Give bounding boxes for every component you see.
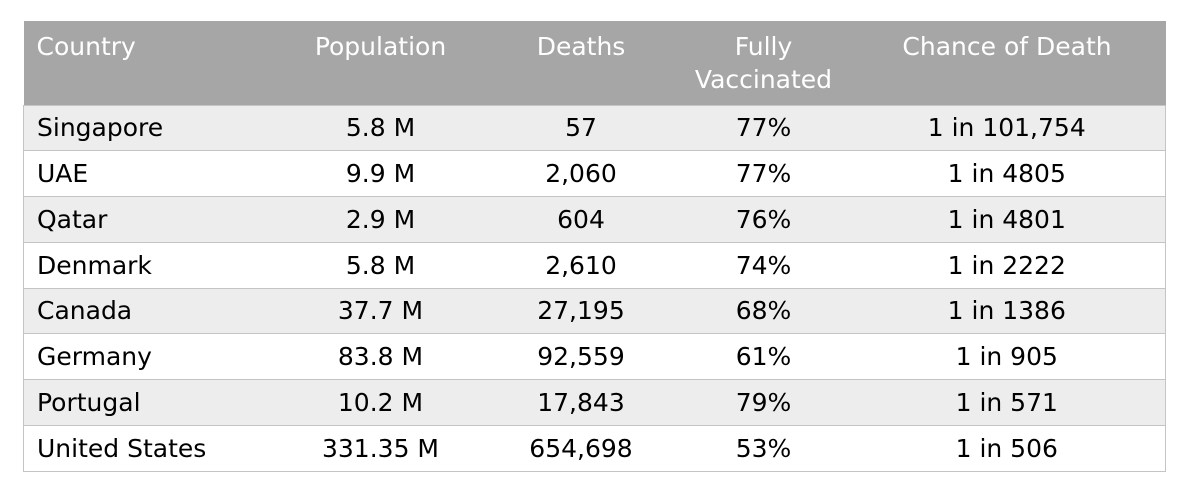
cell-country: Denmark	[23, 241, 278, 289]
table-row: Portugal 10.2 M 17,843 79% 1 in 571	[23, 379, 1166, 426]
table-row: Canada 37.7 M 27,195 68% 1 in 1386	[23, 287, 1166, 335]
table-header: Country Population Deaths Fully Vaccinat…	[23, 21, 1166, 105]
cell-fully-vaccinated: 76%	[678, 196, 849, 243]
cell-chance-of-death: 1 in 101,754	[848, 104, 1166, 152]
cell-deaths: 17,843	[483, 379, 679, 426]
cell-chance-of-death: 1 in 1386	[848, 287, 1166, 335]
table-row: Denmark 5.8 M 2,610 74% 1 in 2222	[23, 241, 1166, 289]
header-fully-vaccinated-line2: Vaccinated	[694, 65, 833, 94]
header-chance-of-death: Chance of Death	[848, 21, 1166, 105]
header-population: Population	[277, 21, 484, 105]
cell-fully-vaccinated: 79%	[678, 379, 849, 426]
cell-country: Germany	[23, 333, 278, 380]
table-row: Germany 83.8 M 92,559 61% 1 in 905	[23, 333, 1166, 380]
cell-population: 2.9 M	[277, 196, 484, 243]
cell-country: Portugal	[23, 379, 278, 426]
header-row: Country Population Deaths Fully Vaccinat…	[23, 21, 1166, 105]
cell-country: Qatar	[23, 196, 278, 243]
cell-population: 331.35 M	[277, 424, 484, 472]
cell-country: United States	[23, 424, 278, 472]
cell-deaths: 92,559	[483, 333, 679, 380]
header-fully-vaccinated: Fully Vaccinated	[678, 21, 849, 105]
header-deaths: Deaths	[483, 21, 679, 105]
cell-chance-of-death: 1 in 571	[848, 379, 1166, 426]
cell-population: 83.8 M	[277, 333, 484, 380]
cell-fully-vaccinated: 77%	[678, 104, 849, 152]
cell-deaths: 2,610	[483, 241, 679, 289]
cell-population: 5.8 M	[277, 104, 484, 152]
table-row: Singapore 5.8 M 57 77% 1 in 101,754	[23, 104, 1166, 152]
cell-chance-of-death: 1 in 4805	[848, 150, 1166, 197]
cell-country: Canada	[23, 287, 278, 335]
cell-deaths: 654,698	[483, 424, 679, 472]
table-row: United States 331.35 M 654,698 53% 1 in 506	[23, 424, 1166, 472]
cell-deaths: 27,195	[483, 287, 679, 335]
table-row: UAE 9.9 M 2,060 77% 1 in 4805	[23, 150, 1166, 197]
cell-population: 9.9 M	[277, 150, 484, 197]
cell-country: UAE	[23, 150, 278, 197]
cell-deaths: 2,060	[483, 150, 679, 197]
cell-fully-vaccinated: 61%	[678, 333, 849, 380]
cell-chance-of-death: 1 in 2222	[848, 241, 1166, 289]
data-table-container: Country Population Deaths Fully Vaccinat…	[23, 21, 1166, 472]
cell-fully-vaccinated: 68%	[678, 287, 849, 335]
header-country: Country	[23, 21, 278, 105]
cell-fully-vaccinated: 74%	[678, 241, 849, 289]
cell-chance-of-death: 1 in 905	[848, 333, 1166, 380]
cell-country: Singapore	[23, 104, 278, 152]
cell-fully-vaccinated: 77%	[678, 150, 849, 197]
cell-fully-vaccinated: 53%	[678, 424, 849, 472]
cell-chance-of-death: 1 in 4801	[848, 196, 1166, 243]
cell-deaths: 57	[483, 104, 679, 152]
header-fully-vaccinated-line1: Fully	[734, 32, 793, 61]
cell-deaths: 604	[483, 196, 679, 243]
cell-population: 10.2 M	[277, 379, 484, 426]
cell-population: 37.7 M	[277, 287, 484, 335]
vaccination-deaths-table: Country Population Deaths Fully Vaccinat…	[23, 21, 1166, 472]
cell-chance-of-death: 1 in 506	[848, 424, 1166, 472]
cell-population: 5.8 M	[277, 241, 484, 289]
table-row: Qatar 2.9 M 604 76% 1 in 4801	[23, 196, 1166, 243]
